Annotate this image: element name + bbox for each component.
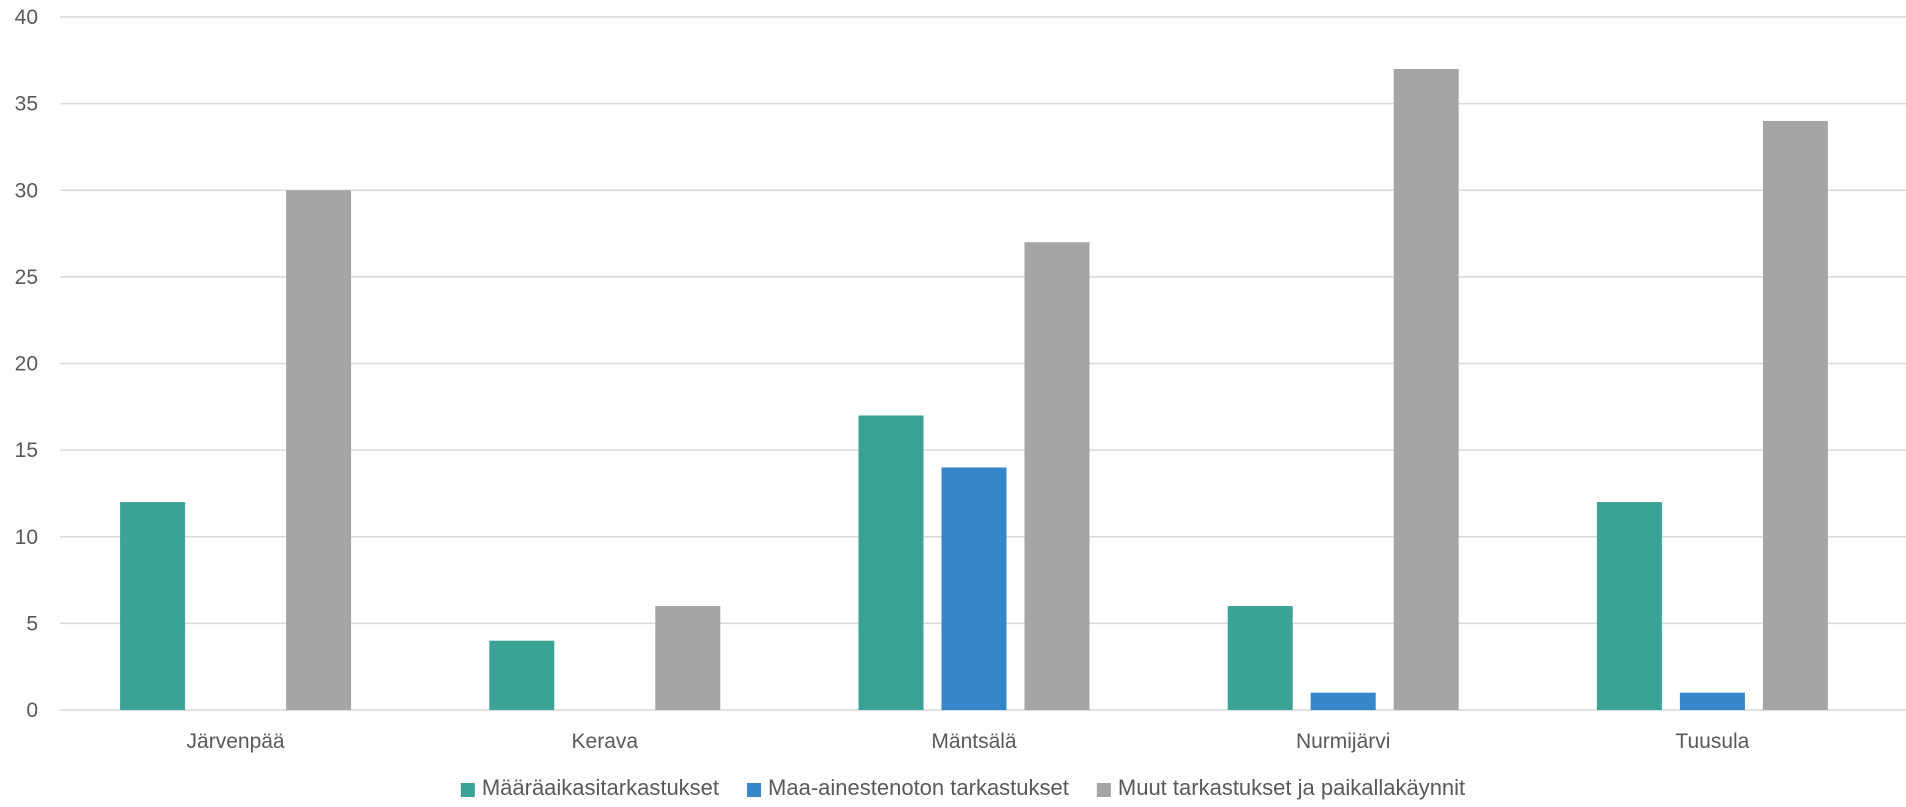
y-tick-label: 15 <box>15 439 38 462</box>
legend-item: Maa-ainestenoton tarkastukset <box>747 775 1069 800</box>
legend-swatch <box>747 783 762 797</box>
legend-swatch <box>1096 783 1111 797</box>
legend-item: Määräaikasitarkastukset <box>460 775 719 800</box>
bar <box>1596 502 1662 710</box>
x-category-label: Nurmijärvi <box>1296 730 1391 753</box>
bar <box>858 415 924 710</box>
legend: Määräaikasitarkastukset Maa-ainestenoton … <box>460 775 1465 800</box>
legend-label: Määräaikasitarkastukset <box>482 775 719 800</box>
bar <box>1024 242 1090 710</box>
legend-label: Muut tarkastukset ja paikallakäynnit <box>1118 775 1465 800</box>
y-tick-label: 5 <box>26 612 38 635</box>
y-tick-label: 40 <box>15 6 38 29</box>
bar <box>1310 692 1376 710</box>
x-category-label: Tuusula <box>1675 730 1749 753</box>
legend-swatch <box>460 783 475 797</box>
bar <box>655 606 721 710</box>
bar <box>286 190 352 710</box>
y-tick-label: 30 <box>15 179 38 202</box>
bar <box>941 467 1007 710</box>
bar <box>1762 120 1828 710</box>
y-tick-label: 35 <box>15 93 38 116</box>
y-tick-label: 0 <box>26 699 38 722</box>
legend-label: Maa-ainestenoton tarkastukset <box>768 775 1069 800</box>
bar <box>1393 68 1459 711</box>
bar <box>489 640 555 710</box>
y-tick-label: 20 <box>15 353 38 376</box>
bar <box>1227 606 1293 710</box>
x-category-label: Kerava <box>572 730 639 753</box>
x-category-label: Mäntsälä <box>931 730 1017 753</box>
y-tick-label: 25 <box>15 266 38 289</box>
x-category-label: Järvenpää <box>187 730 285 753</box>
bar <box>1679 692 1745 710</box>
legend-item: Muut tarkastukset ja paikallakäynnit <box>1096 775 1465 800</box>
bar <box>120 502 186 710</box>
y-tick-label: 10 <box>15 526 38 549</box>
